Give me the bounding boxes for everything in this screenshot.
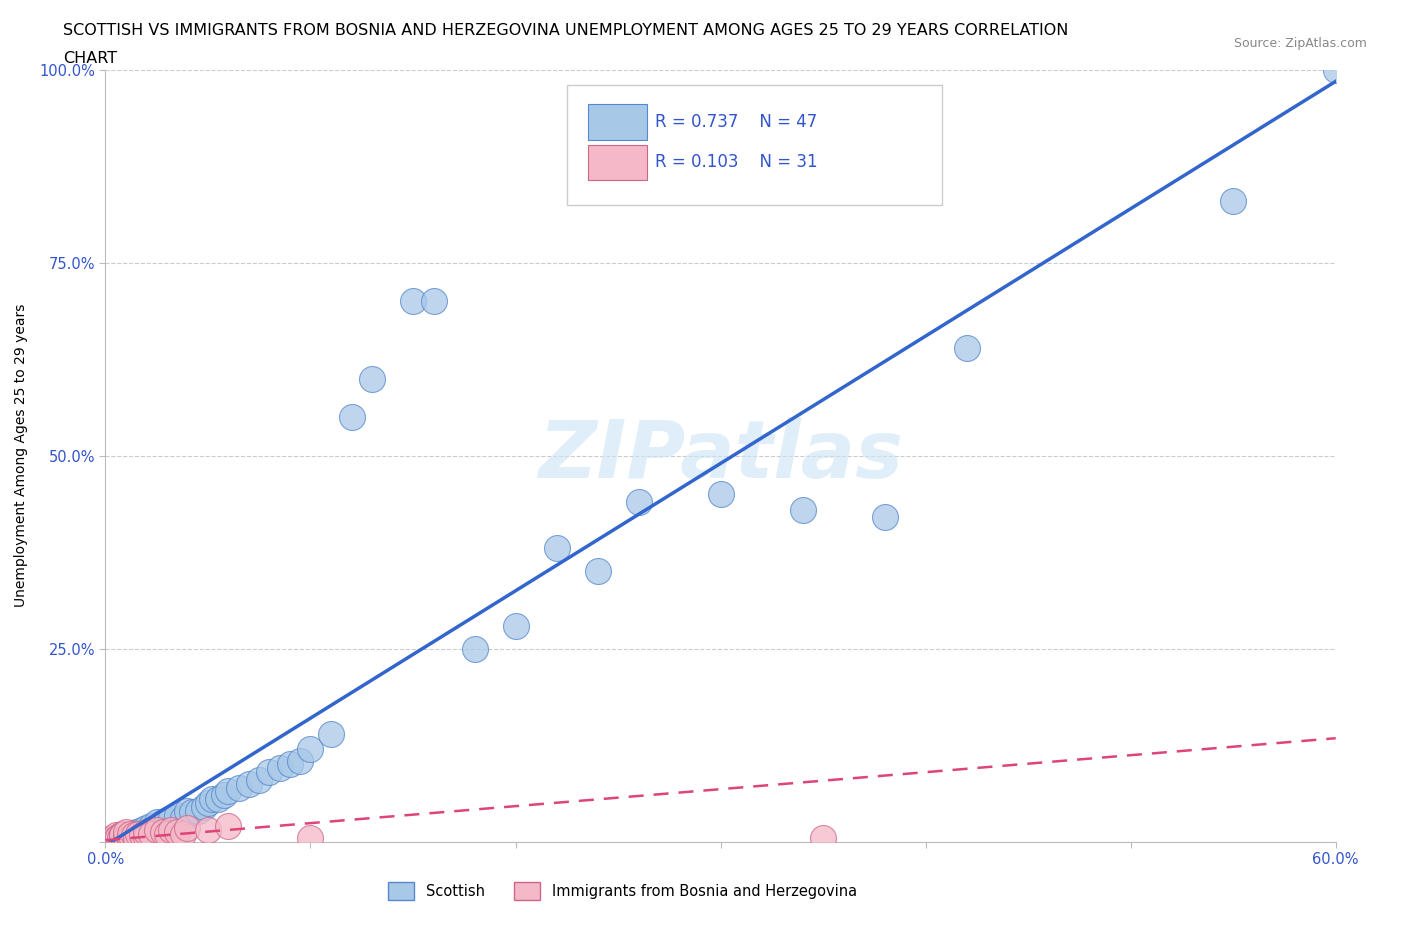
Point <box>115 828 138 843</box>
Point <box>120 830 141 845</box>
Point <box>586 564 609 578</box>
Point <box>299 830 322 845</box>
Point <box>319 726 342 741</box>
Point <box>131 823 153 838</box>
Point <box>145 823 167 838</box>
Point <box>111 827 134 842</box>
Point <box>98 832 121 847</box>
Y-axis label: Unemployment Among Ages 25 to 29 years: Unemployment Among Ages 25 to 29 years <box>14 304 28 607</box>
Text: CHART: CHART <box>63 51 117 66</box>
Point <box>546 541 568 556</box>
Point <box>710 487 733 502</box>
Point <box>1222 193 1244 208</box>
Point <box>218 784 240 799</box>
Point <box>166 825 188 840</box>
Point <box>1324 62 1347 77</box>
Point <box>197 796 219 811</box>
Point <box>207 791 229 806</box>
Text: Source: ZipAtlas.com: Source: ZipAtlas.com <box>1233 37 1367 50</box>
Point <box>104 828 127 843</box>
Point <box>131 828 153 843</box>
Point <box>135 820 157 835</box>
Point <box>197 823 219 838</box>
Point <box>125 825 148 840</box>
Point <box>108 830 131 845</box>
Point <box>214 788 236 803</box>
Point <box>172 811 194 826</box>
Point <box>627 495 650 510</box>
Point <box>956 340 979 355</box>
Point <box>176 820 198 835</box>
Point <box>402 294 425 309</box>
Text: ZIPatlas: ZIPatlas <box>538 417 903 495</box>
Point <box>193 800 215 815</box>
Point <box>115 825 138 840</box>
Point <box>873 510 896 525</box>
Point <box>187 804 209 818</box>
Point <box>107 830 129 844</box>
Point <box>166 807 188 822</box>
Point <box>122 828 145 843</box>
Point <box>228 780 250 795</box>
FancyBboxPatch shape <box>588 145 647 180</box>
Point <box>152 825 174 840</box>
Point <box>299 741 322 756</box>
Point <box>104 831 127 846</box>
Point <box>259 764 281 779</box>
Legend: Scottish, Immigrants from Bosnia and Herzegovina: Scottish, Immigrants from Bosnia and Her… <box>388 883 856 900</box>
Point <box>160 823 183 838</box>
Point <box>180 804 202 819</box>
Point <box>100 830 122 845</box>
Point <box>115 830 138 844</box>
Text: R = 0.103    N = 31: R = 0.103 N = 31 <box>655 153 818 171</box>
Point <box>505 618 527 633</box>
Point <box>218 818 240 833</box>
Point <box>145 815 167 830</box>
Text: SCOTTISH VS IMMIGRANTS FROM BOSNIA AND HERZEGOVINA UNEMPLOYMENT AMONG AGES 25 TO: SCOTTISH VS IMMIGRANTS FROM BOSNIA AND H… <box>63 23 1069 38</box>
Point <box>238 777 260 791</box>
Point <box>111 830 134 845</box>
Point <box>139 818 162 833</box>
Point <box>176 804 198 818</box>
Point <box>278 757 301 772</box>
FancyBboxPatch shape <box>567 86 942 205</box>
Point <box>156 827 179 842</box>
Point <box>422 294 444 309</box>
Point <box>464 642 486 657</box>
Point <box>120 827 141 842</box>
Point <box>201 791 224 806</box>
Point <box>104 832 127 847</box>
Point <box>811 830 834 845</box>
Point <box>340 410 363 425</box>
Point <box>103 832 125 847</box>
Point <box>135 830 157 844</box>
Point <box>152 815 174 830</box>
Point <box>127 827 149 842</box>
Point <box>156 813 179 828</box>
Point <box>160 811 183 826</box>
Point <box>125 830 148 845</box>
Point <box>247 773 270 788</box>
Text: R = 0.737    N = 47: R = 0.737 N = 47 <box>655 113 818 131</box>
Point <box>290 753 312 768</box>
Point <box>139 827 162 842</box>
Point <box>269 761 291 776</box>
Point <box>135 825 157 840</box>
Point <box>111 828 134 843</box>
Point <box>120 827 141 842</box>
Point <box>361 371 384 386</box>
Point <box>792 502 814 517</box>
FancyBboxPatch shape <box>588 104 647 140</box>
Point <box>172 827 194 842</box>
